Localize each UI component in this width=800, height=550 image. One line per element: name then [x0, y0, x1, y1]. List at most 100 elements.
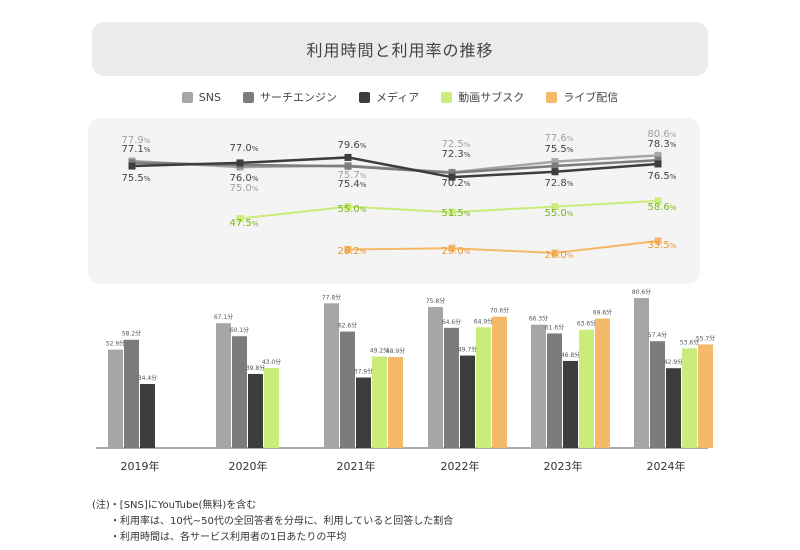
time-bar-media-1	[248, 373, 263, 448]
rate-marker-video-2	[344, 203, 352, 211]
note-line-1: (注)・[SNS]にYouTube(無料)を含む	[92, 500, 257, 511]
rate-label-media-3: 70.2%	[442, 178, 471, 189]
time-bar-search-4	[547, 333, 562, 448]
rate-label-search-2: 75.4%	[338, 179, 367, 190]
time-label-media-3: 49.7分	[458, 346, 477, 354]
rate-label-media-0: 75.5%	[122, 173, 151, 184]
time-bar-video-1	[264, 368, 279, 448]
rate-label-video-5: 58.6%	[648, 202, 677, 213]
rate-marker-media-0	[128, 162, 136, 170]
time-label-sns-5: 80.6分	[632, 288, 651, 296]
time-label-media-4: 46.8分	[561, 351, 580, 359]
rate-label-search-0: 77.1%	[122, 144, 151, 155]
time-bar-video-3	[476, 327, 491, 448]
year-label-1: 2020年	[229, 459, 268, 473]
time-bar-media-4	[563, 360, 578, 448]
rate-marker-sns-4	[551, 158, 559, 166]
time-label-media-5: 42.9分	[664, 358, 683, 366]
time-bar-live-5	[698, 344, 713, 448]
usage-rate-panel	[88, 118, 700, 284]
time-bar-search-2	[340, 331, 355, 448]
time-bar-search-0	[124, 339, 139, 448]
chart-title-box: 利用時間と利用率の推移	[92, 22, 708, 76]
rate-label-sns-1: 75.0%	[230, 183, 259, 194]
rate-label-search-3: 72.3%	[442, 149, 471, 160]
time-label-video-3: 64.9分	[474, 317, 493, 325]
note-line-3: ・利用時間は、各サービス利用者の1日あたりの平均	[110, 532, 347, 543]
time-label-live-2: 48.9分	[386, 347, 405, 355]
rate-label-media-5: 76.5%	[648, 171, 677, 182]
rate-marker-sns-5	[654, 151, 662, 159]
time-bar-sns-1	[216, 323, 231, 448]
rate-marker-search-5	[654, 156, 662, 164]
rate-label-search-1: 76.0%	[230, 173, 259, 184]
rate-marker-live-4	[551, 249, 559, 257]
time-label-sns-2: 77.8分	[322, 293, 341, 301]
legend-label-media: メディア	[375, 91, 420, 104]
time-bar-sns-0	[108, 349, 123, 448]
time-label-live-4: 69.6分	[593, 309, 612, 317]
time-bar-live-3	[492, 316, 507, 448]
time-label-search-0: 58.2分	[122, 330, 141, 338]
rate-label-video-3: 51.5%	[442, 208, 471, 219]
time-bar-search-1	[232, 336, 247, 448]
rate-line-live	[347, 240, 659, 255]
time-label-live-5: 55.7分	[696, 334, 715, 342]
year-label-3: 2022年	[441, 459, 480, 473]
rate-label-live-3: 29.0%	[442, 246, 471, 257]
legend-label-video: 動画サブスク	[458, 91, 525, 104]
rate-label-sns-4: 77.6%	[545, 133, 574, 144]
rate-marker-media-5	[654, 160, 662, 168]
time-label-search-1: 60.1分	[230, 326, 249, 334]
rate-marker-video-3	[448, 208, 456, 216]
time-label-video-2: 49.2分	[370, 346, 389, 354]
rate-label-video-2: 55.0%	[338, 204, 367, 215]
legend-swatch-media	[358, 91, 370, 103]
rate-label-media-4: 72.8%	[545, 178, 574, 189]
rate-label-sns-0: 77.9%	[122, 135, 151, 146]
legend-label-search: サーチエンジン	[259, 91, 337, 104]
rate-line-media	[131, 156, 659, 179]
rate-marker-media-4	[551, 168, 559, 176]
legend-item-search: サーチエンジン	[242, 88, 337, 106]
chart-title: 利用時間と利用率の推移	[306, 41, 494, 60]
time-label-media-1: 39.8分	[246, 364, 265, 372]
legend-label-sns: SNS	[198, 90, 221, 104]
time-label-video-1: 43.0分	[262, 358, 281, 366]
time-bar-video-2	[372, 356, 387, 448]
rate-label-live-5: 33.5%	[648, 240, 677, 251]
time-bar-media-5	[666, 368, 681, 448]
time-bar-live-4	[595, 318, 610, 448]
legend-swatch-live	[546, 91, 558, 103]
time-label-video-4: 63.6分	[577, 320, 596, 328]
time-bar-live-2	[388, 357, 403, 448]
legend: SNS サーチエンジン メディア 動画サブスク ライブ配信	[0, 88, 800, 106]
note-line-2: ・利用率は、10代~50代の全回答者を分母に、利用していると回答した割合	[110, 516, 454, 527]
time-bar-media-3	[460, 355, 475, 448]
time-label-search-4: 61.6分	[545, 323, 564, 331]
time-label-search-5: 57.4分	[648, 331, 667, 339]
time-label-sns-3: 75.8分	[426, 297, 445, 305]
legend-swatch-sns	[181, 91, 193, 103]
rate-marker-search-2	[344, 162, 352, 170]
rate-label-sns-2: 75.7%	[338, 170, 367, 181]
time-bar-sns-4	[531, 324, 546, 448]
rate-label-sns-3: 72.5%	[442, 139, 471, 150]
rate-marker-search-4	[551, 162, 559, 170]
rate-label-media-1: 77.0%	[230, 143, 259, 154]
time-bar-video-4	[579, 329, 594, 448]
time-bar-media-2	[356, 377, 371, 448]
year-label-2: 2021年	[337, 459, 376, 473]
legend-label-live: ライブ配信	[563, 91, 619, 104]
rate-label-search-5: 78.3%	[648, 139, 677, 150]
rate-marker-live-2	[344, 245, 352, 253]
legend-swatch-video	[441, 91, 453, 103]
legend-item-video: 動画サブスク	[441, 88, 524, 106]
rate-label-search-4: 75.5%	[545, 144, 574, 155]
rate-marker-media-3	[448, 173, 456, 181]
year-label-5: 2024年	[647, 459, 686, 473]
rate-label-video-4: 55.0%	[545, 208, 574, 219]
time-bar-sns-5	[634, 298, 649, 448]
rate-label-media-2: 79.6%	[338, 140, 367, 151]
